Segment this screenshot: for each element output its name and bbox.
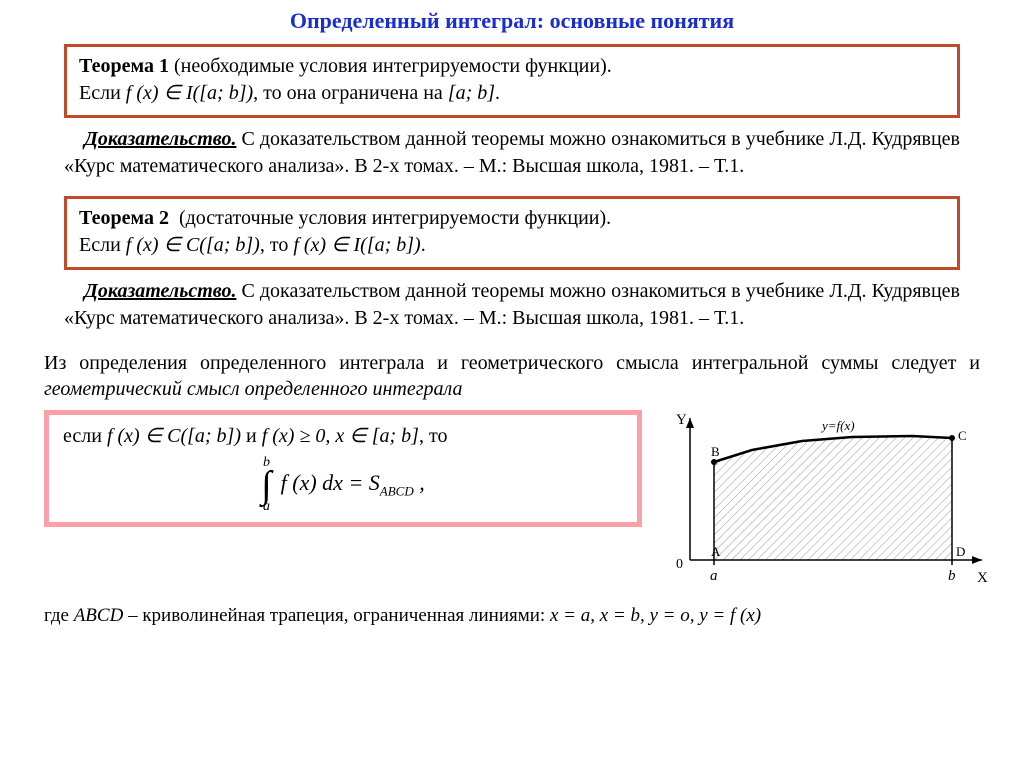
- theorem1-mid: , то она ограничена на: [253, 82, 448, 104]
- trapezoid-chart: Y X 0 A B C Da b y=f(x): [652, 410, 992, 595]
- bottom-line: где ABCD – криволинейная трапеция, огран…: [44, 605, 980, 627]
- svg-text:a: a: [710, 568, 718, 584]
- theorem2-box: Теорема 2 (достаточные условия интегриру…: [64, 196, 960, 270]
- svg-text:b: b: [948, 568, 956, 584]
- integral-comma: ,: [414, 470, 425, 495]
- chart-svg-icon: Y X 0 A B C Da b y=f(x): [652, 410, 992, 595]
- page-title: Определенный интеграл: основные понятия: [40, 8, 984, 34]
- svg-text:X: X: [977, 570, 988, 586]
- theorem2-if: Если: [79, 234, 126, 256]
- theorem2-dot: .: [421, 234, 426, 256]
- pink-then: , то: [419, 425, 447, 447]
- integral-sub: ABCD: [380, 484, 414, 499]
- svg-text:Y: Y: [676, 412, 687, 428]
- bottom-a: где: [44, 605, 74, 626]
- pink-if: если: [63, 425, 107, 447]
- integral-body: f (x) dx = S: [281, 470, 380, 495]
- theorem2-fx2: f (x) ∈ I([a; b]): [293, 234, 420, 256]
- theorem2-label: Теорема 2: [79, 207, 169, 229]
- proof2-head: Доказательство.: [84, 280, 236, 302]
- theorem1-label: Теорема 1: [79, 55, 169, 77]
- pink-fx: f (x) ∈ C([a; b]): [107, 425, 241, 447]
- pink-cond: f (x) ≥ 0, x ∈ [a; b]: [262, 425, 419, 447]
- geo-meaning-box: если f (x) ∈ C([a; b]) и f (x) ≥ 0, x ∈ …: [44, 410, 642, 527]
- theorem1-fx: f (x) ∈ I([a; b]): [126, 82, 253, 104]
- svg-text:A: A: [711, 544, 721, 559]
- svg-text:C: C: [958, 428, 967, 443]
- theorem1-ab: [a; b]: [448, 82, 495, 104]
- svg-text:B: B: [711, 444, 720, 459]
- bottom-d: x = a, x = b, y = o, y = f (x): [550, 605, 761, 626]
- geo-intro-b: геометрический смысл определенного интег…: [44, 378, 463, 400]
- proof2-paragraph: Доказательство. С доказательством данной…: [64, 278, 960, 332]
- bottom-c: – криволинейная трапеция, ограниченная л…: [123, 605, 550, 626]
- svg-text:D: D: [956, 544, 965, 559]
- bottom-b: ABCD: [74, 605, 124, 626]
- integral-formula: b ∫ a f (x) dx = SABCD ,: [63, 456, 623, 514]
- geo-intro: Из определения определенного интеграла и…: [44, 350, 980, 402]
- proof1-paragraph: Доказательство. С доказательством данной…: [64, 126, 960, 180]
- theorem1-dot: .: [495, 82, 500, 104]
- pink-and: и: [241, 425, 262, 447]
- proof1-head: Доказательство.: [84, 128, 236, 150]
- theorem2-parens-text: (достаточные условия интегрируемости фун…: [179, 207, 611, 229]
- theorem2-fx1: f (x) ∈ C([a; b]): [126, 234, 260, 256]
- svg-text:0: 0: [676, 557, 683, 572]
- theorem2-mid: , то: [260, 234, 293, 256]
- theorem1-parens: (необходимые условия интегрируемости фун…: [174, 55, 612, 77]
- theorem1-if: Если: [79, 82, 126, 104]
- svg-text:y=f(x): y=f(x): [820, 418, 855, 433]
- geo-intro-a: Из определения определенного интеграла и…: [44, 352, 980, 374]
- theorem1-box: Теорема 1 (необходимые условия интегриру…: [64, 44, 960, 118]
